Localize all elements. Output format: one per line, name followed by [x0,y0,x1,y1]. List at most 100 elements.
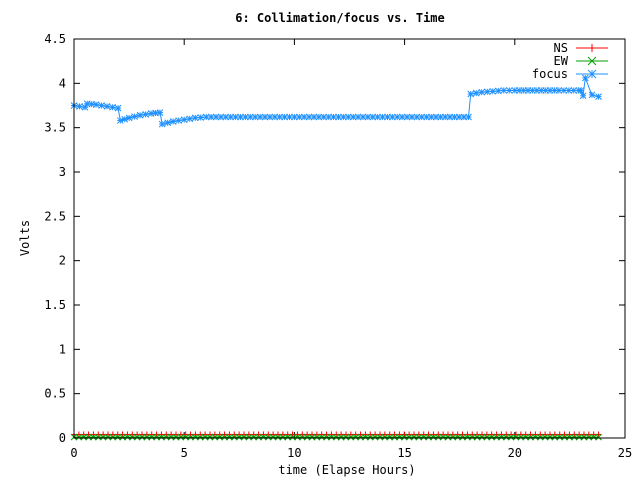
data-point [235,433,243,441]
data-point [148,433,156,441]
data-point [206,433,214,441]
data-point [125,114,133,122]
data-point [286,113,293,121]
data-point [500,87,508,94]
data-point [556,433,564,441]
data-point [245,433,253,441]
series-layer [70,74,602,441]
data-point [167,433,175,441]
data-point [187,433,194,441]
data-point [489,87,497,95]
data-point [328,433,335,441]
data-point [109,433,117,441]
data-point [439,433,447,441]
data-point [464,433,471,441]
data-point [410,433,418,441]
data-point [483,433,491,441]
data-point [507,433,515,441]
chart-title: 6: Collimation/focus vs. Time [235,11,445,25]
data-point [555,87,563,94]
data-point [221,433,228,441]
x-tick-label: 15 [397,446,411,460]
data-point [164,119,172,127]
data-point [579,92,587,100]
legend-label: focus [532,67,568,81]
data-point [425,433,432,441]
data-point [136,111,144,119]
legend-marker [587,69,597,79]
data-point [566,433,573,441]
y-tick-label: 2 [59,254,66,268]
data-point [162,433,170,441]
data-point [308,433,316,441]
data-point [196,433,204,441]
y-tick-label: 4 [59,76,66,90]
data-point [575,433,583,441]
data-point [386,433,394,441]
data-point [449,433,457,441]
data-point [119,433,126,441]
data-point [465,113,472,121]
x-tick-label: 0 [70,446,77,460]
y-tick-label: 3 [59,165,66,179]
data-point [175,117,183,124]
data-point [109,103,116,111]
data-point [546,433,554,441]
data-point [405,433,413,441]
data-point [512,433,520,441]
data-point [430,433,437,441]
data-point [560,87,568,94]
data-point [472,89,480,97]
data-point [295,113,303,121]
data-point [570,87,578,94]
x-tick-label: 10 [287,446,301,460]
series-ew [70,433,602,441]
data-point [332,433,340,441]
data-point [570,433,578,441]
data-point [303,433,311,441]
data-point [99,433,107,441]
data-point [493,433,500,441]
data-point [284,433,292,441]
data-point [255,433,262,441]
data-point [444,433,452,441]
x-tick-label: 5 [181,446,188,460]
data-point [124,433,131,441]
y-tick-label: 1.5 [44,298,66,312]
data-point [271,113,279,121]
data-point [362,433,369,441]
data-point [260,433,267,441]
data-point [577,87,585,94]
data-point [294,433,301,441]
data-point [191,114,199,122]
data-point [158,433,165,441]
data-point [400,433,408,441]
data-point [104,433,112,441]
data-point [114,104,122,112]
data-point [201,433,209,441]
data-point [541,433,549,441]
y-tick-label: 2.5 [44,209,66,223]
data-point [498,433,505,441]
data-point [415,433,423,441]
data-point [182,433,190,441]
data-point [180,116,188,124]
data-point [143,433,151,441]
data-point [595,93,602,100]
data-point [142,111,149,118]
data-point [128,433,136,441]
data-point [226,433,233,441]
data-point [371,433,379,441]
data-point [478,88,486,96]
data-point [274,433,282,441]
data-point [580,433,588,441]
data-point [269,433,277,441]
plot-frame [73,38,626,439]
y-tick-label: 0 [59,431,66,445]
data-point [298,433,306,441]
data-point [473,433,481,441]
y-axis-label: Volts [18,220,32,256]
data-point [320,113,328,121]
